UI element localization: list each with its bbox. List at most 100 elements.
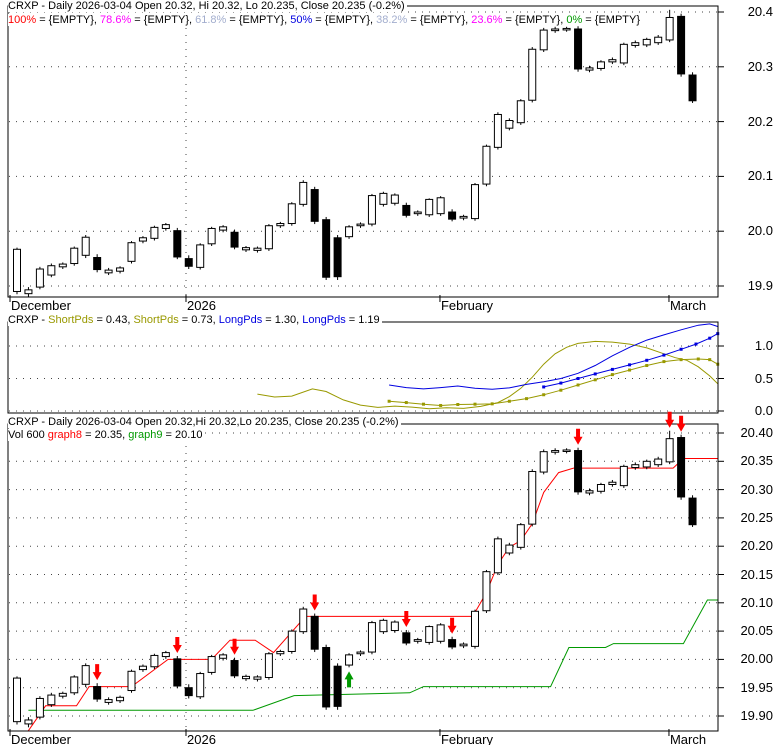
candle-down bbox=[677, 15, 686, 75]
candle-up bbox=[150, 654, 159, 668]
shortpds-marker bbox=[439, 403, 443, 407]
buy-signal-arrow bbox=[344, 671, 354, 688]
candle-up bbox=[413, 211, 422, 215]
candle-down bbox=[93, 257, 102, 271]
header-segment: ShortPds bbox=[48, 314, 94, 326]
candle-up bbox=[608, 59, 617, 63]
sell-signal-arrow bbox=[401, 610, 411, 627]
candle-down bbox=[173, 230, 182, 258]
header-segment: = {EMPTY}, bbox=[502, 14, 567, 26]
longpds-marker bbox=[694, 342, 698, 346]
candle-up bbox=[367, 622, 376, 653]
header-segment: 23.6% bbox=[471, 14, 503, 26]
candle-up bbox=[505, 544, 514, 554]
sell-signal-arrow bbox=[676, 415, 686, 432]
longpds-marker bbox=[708, 336, 712, 340]
header-segment: 61.8% bbox=[195, 14, 227, 26]
candle-down bbox=[333, 665, 342, 707]
candle-up bbox=[35, 268, 44, 288]
candle-down bbox=[93, 686, 102, 700]
candle-up bbox=[138, 237, 147, 242]
longpds-marker bbox=[593, 372, 597, 376]
y-tick-label: 20.2 bbox=[747, 113, 773, 129]
y-tick-label: 19.95 bbox=[740, 679, 773, 695]
candle-up bbox=[516, 524, 525, 548]
candle-up bbox=[367, 195, 376, 225]
shortpds-line bbox=[389, 358, 718, 407]
candle-up bbox=[471, 184, 479, 220]
candle-up bbox=[207, 656, 216, 673]
candle-up bbox=[356, 651, 365, 655]
header-segment: = {EMPTY} bbox=[582, 14, 641, 26]
candle-up bbox=[116, 267, 125, 272]
candle-up bbox=[35, 697, 44, 718]
candle-down bbox=[448, 639, 457, 648]
candle-up bbox=[482, 571, 491, 612]
candle-up bbox=[539, 451, 548, 473]
candle-up bbox=[70, 676, 79, 694]
y-tick-label: 20.0 bbox=[747, 223, 773, 239]
candle-up bbox=[516, 100, 525, 124]
candle-up bbox=[299, 608, 308, 633]
candle-up bbox=[196, 244, 205, 268]
candle-up bbox=[471, 610, 479, 647]
candle-up bbox=[276, 650, 285, 655]
x-tick-label: March bbox=[669, 298, 707, 313]
shortpds-marker bbox=[593, 378, 597, 382]
candle-up bbox=[264, 653, 273, 679]
shortpds-marker bbox=[490, 402, 494, 406]
candle-up bbox=[24, 719, 33, 725]
header-segment: = 0.73, bbox=[178, 314, 219, 326]
candle-down bbox=[448, 211, 457, 220]
candle-down bbox=[322, 647, 331, 708]
candle-down bbox=[310, 189, 319, 222]
candle-up bbox=[104, 699, 113, 703]
shortpds-marker bbox=[662, 360, 666, 364]
candle-up bbox=[196, 673, 205, 698]
candle-up bbox=[207, 227, 216, 245]
candle-up bbox=[642, 460, 651, 468]
y-tick-label: 20.15 bbox=[740, 566, 773, 582]
y-tick-label: 20.35 bbox=[740, 453, 773, 469]
header-segment: CRXP - Daily 2026-03-04 Open 20.32,Hi 20… bbox=[8, 416, 399, 428]
shortpds-marker bbox=[576, 383, 580, 387]
sell-signal-arrow bbox=[230, 638, 240, 655]
candle-down bbox=[574, 450, 583, 493]
y-tick-label: 20.3 bbox=[747, 58, 773, 74]
longpds-marker bbox=[610, 367, 614, 371]
candle-up bbox=[539, 29, 548, 51]
shortpds-line bbox=[257, 340, 719, 410]
y-tick-label: 20.25 bbox=[740, 509, 773, 525]
shortpds-marker bbox=[645, 364, 649, 367]
longpds-marker bbox=[542, 385, 546, 389]
candle-up bbox=[436, 197, 445, 215]
candle-up bbox=[81, 665, 90, 685]
y-tick-label: 20.30 bbox=[740, 481, 773, 497]
panel3-header-volume-graphs: Vol 600 graph8 = 20.35, graph9 = 20.10 bbox=[8, 429, 205, 441]
candle-up bbox=[459, 643, 468, 647]
candle-up bbox=[58, 692, 67, 697]
candle-up bbox=[631, 42, 640, 46]
y-tick-label: 0.0 bbox=[754, 403, 773, 418]
shortpds-marker bbox=[559, 388, 563, 392]
y-tick-label: 1.0 bbox=[754, 338, 773, 353]
candle-down bbox=[688, 497, 697, 526]
shortpds-marker bbox=[610, 373, 614, 377]
longpds-line bbox=[543, 333, 718, 388]
candle-down bbox=[230, 231, 239, 248]
candle-up bbox=[596, 484, 605, 492]
candle-up bbox=[551, 450, 560, 453]
candle-up bbox=[379, 619, 388, 633]
candle-up bbox=[425, 626, 434, 643]
candle-up bbox=[127, 670, 136, 692]
candle-up bbox=[47, 694, 56, 706]
y-tick-label: 19.9 bbox=[747, 278, 773, 293]
candle-up bbox=[242, 675, 250, 680]
candle-up bbox=[390, 194, 399, 204]
header-segment: = 0.43, bbox=[93, 314, 134, 326]
header-segment: = {EMPTY}, bbox=[407, 14, 472, 26]
x-tick-label: February bbox=[440, 298, 493, 313]
candle-up bbox=[619, 465, 628, 487]
longpds-marker bbox=[645, 358, 649, 362]
